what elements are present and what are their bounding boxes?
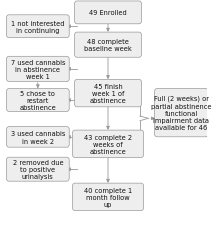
FancyBboxPatch shape [7,57,69,82]
Text: 1 not interested
in continuing: 1 not interested in continuing [11,21,65,34]
Text: 7 used cannabis
in abstinence
week 1: 7 used cannabis in abstinence week 1 [11,59,65,80]
FancyBboxPatch shape [155,89,208,137]
Text: 5 chose to
restart
abstinence: 5 chose to restart abstinence [20,90,56,111]
FancyBboxPatch shape [7,16,69,39]
Text: 43 complete 2
weeks of
abstinence: 43 complete 2 weeks of abstinence [84,134,132,154]
FancyBboxPatch shape [7,158,69,181]
FancyBboxPatch shape [72,131,143,158]
FancyBboxPatch shape [75,80,141,107]
Text: 40 complete 1
month follow
up: 40 complete 1 month follow up [84,187,132,207]
Text: 3 used cannabis
in week 2: 3 used cannabis in week 2 [11,131,65,144]
Text: Full (2 weeks) or
partial abstinence
functional
impairment data
available for 46: Full (2 weeks) or partial abstinence fun… [151,96,212,131]
Text: 49 Enrolled: 49 Enrolled [89,10,127,16]
FancyBboxPatch shape [7,127,69,148]
Text: 2 removed due
to positive
urinalysis: 2 removed due to positive urinalysis [13,159,63,180]
FancyBboxPatch shape [75,2,141,25]
Text: 48 complete
baseline week: 48 complete baseline week [84,39,132,52]
FancyBboxPatch shape [75,33,141,58]
Text: 45 finish
week 1 of
abstinence: 45 finish week 1 of abstinence [90,83,126,104]
FancyBboxPatch shape [72,183,143,211]
FancyBboxPatch shape [7,89,69,112]
